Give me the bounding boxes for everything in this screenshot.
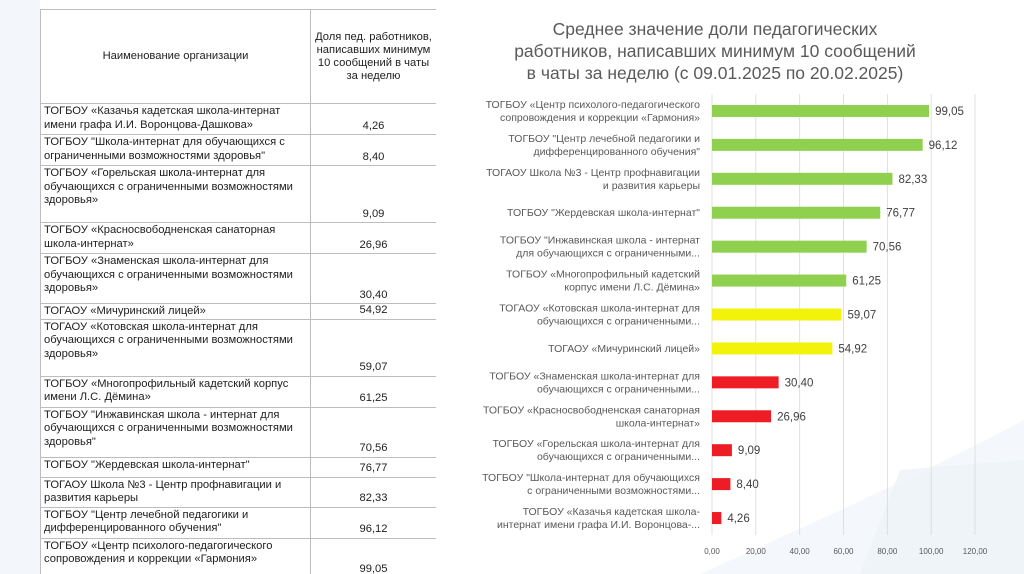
organization-name-cell: ТОГБОУ "Школа-интернат для обучающихся с… (40, 134, 311, 166)
bar (712, 444, 732, 457)
chart-title: Среднее значение доли педагогических раб… (470, 18, 960, 84)
data-label: 76,77 (886, 208, 915, 220)
table-row: ТОГБОУ "Жердевская школа-интернат" 76,77 (40, 456, 436, 478)
x-tick-label: 60,00 (833, 547, 854, 556)
data-label: 4,26 (727, 513, 749, 525)
data-label: 99,05 (935, 106, 964, 118)
category-label: ТОГБОУ «Многопрофильный кадетский корпус … (506, 269, 700, 294)
share-value-cell: 76,77 (310, 456, 436, 478)
data-label: 96,12 (929, 140, 958, 152)
bar (712, 104, 930, 117)
x-tick-label: 40,00 (790, 547, 811, 556)
bar (712, 512, 722, 525)
category-label: ТОГБОУ "Жердевская школа-интернат" (507, 207, 700, 219)
table-row: ТОГБОУ «Знаменская школа-интернат для об… (40, 253, 436, 304)
bar (712, 172, 893, 185)
category-label: ТОГБОУ «Красносвободненская санаторная шк… (483, 404, 700, 429)
chart-title-line: в чаты за неделю (с 09.01.2025 по 20.02.… (526, 63, 904, 83)
share-value-cell: 61,25 (310, 375, 436, 408)
organization-name-cell: ТОГБОУ «Многопрофильный кадетский корпус… (40, 375, 311, 408)
category-label: ТОГАОУ «Мичуринский лицей» (548, 343, 700, 355)
table-row: ТОГБОУ «Многопрофильный кадетский корпус… (40, 375, 436, 408)
chart-title-line: работников, написавших минимум 10 сообще… (514, 41, 916, 61)
organization-name-cell: ТОГАОУ Школа №3 - Центр профнавигации и … (40, 476, 311, 508)
table-row: ТОГБОУ «Центр психолого-педагогического … (40, 537, 436, 574)
bar (712, 206, 881, 219)
organization-name-cell: ТОГБОУ "Центр лечебной педагогики и дифф… (40, 506, 311, 539)
bar (712, 342, 833, 355)
bar (712, 240, 867, 253)
bar (712, 308, 842, 321)
table-row: ТОГБОУ "Школа-интернат для обучающихся с… (40, 134, 436, 166)
category-label: ТОГАОУ Школа №3 - Центр профнавигации и р… (486, 167, 700, 192)
share-value-cell: 26,96 (310, 222, 436, 254)
share-value-cell: 9,09 (310, 165, 436, 223)
organization-name-cell: ТОГБОУ «Знаменская школа-интернат для об… (40, 253, 311, 304)
share-value-cell: 59,07 (310, 318, 436, 377)
chart-title-line: Среднее значение доли педагогических (552, 19, 878, 39)
organization-name-cell: ТОГБОУ «Красносвободненская санаторная ш… (40, 222, 311, 254)
organizations-table: Наименование организации Доля пед. работ… (40, 9, 436, 574)
share-value-cell: 4,26 (310, 103, 436, 135)
category-label: ТОГБОУ «Центр психолого-педагогического с… (486, 99, 701, 124)
organizations-table-container: Наименование организации Доля пед. работ… (40, 9, 436, 574)
x-tick-label: 100,00 (919, 547, 944, 556)
share-value-cell: 54,92 (310, 303, 436, 320)
share-value-cell: 70,56 (310, 406, 436, 458)
header-organization-name: Наименование организации (40, 9, 311, 104)
bar (712, 138, 923, 151)
data-label: 82,33 (898, 174, 927, 186)
share-value-cell: 99,05 (310, 537, 436, 574)
table-row: ТОГАОУ «Котовская школа-интернат для обу… (40, 318, 436, 377)
data-label: 30,40 (785, 377, 814, 389)
category-label: ТОГАОУ «Котовская школа-интернат для обуч… (499, 303, 700, 328)
organization-name-cell: ТОГБОУ «Горельская школа-интернат для об… (40, 165, 311, 223)
share-value-cell: 30,40 (310, 253, 436, 304)
header-share-value: Доля пед. работников, написавших минимум… (310, 9, 436, 104)
data-label: 8,40 (736, 479, 758, 491)
data-label: 26,96 (777, 411, 806, 423)
bar (712, 410, 772, 423)
x-tick-label: 0,00 (704, 547, 720, 556)
x-tick-label: 120,00 (963, 547, 988, 556)
table-row: ТОГБОУ "Центр лечебной педагогики и дифф… (40, 506, 436, 539)
category-label: ТОГБОУ "Инжавинская школа - интернат для … (500, 235, 700, 260)
share-value-cell: 8,40 (310, 134, 436, 166)
category-label: ТОГБОУ «Горельская школа-интернат для обу… (492, 438, 700, 463)
table-header-row: Наименование организации Доля пед. работ… (40, 9, 436, 104)
organization-name-cell: ТОГБОУ "Жердевская школа-интернат" (40, 456, 311, 478)
organization-name-cell: ТОГБОУ «Казачья кадетская школа-интернат… (40, 103, 311, 135)
share-value-cell: 82,33 (310, 476, 436, 508)
data-label: 54,92 (838, 343, 867, 355)
table-row: ТОГБОУ «Горельская школа-интернат для об… (40, 165, 436, 223)
data-label: 61,25 (852, 276, 881, 288)
organization-name-cell: ТОГАОУ «Котовская школа-интернат для обу… (40, 318, 311, 377)
category-label: ТОГБОУ «Знаменская школа-интернат для обу… (489, 370, 700, 395)
table-row: ТОГАОУ Школа №3 - Центр профнавигации и … (40, 476, 436, 508)
category-label: ТОГБОУ «Казачья кадетская школа-интернат… (497, 506, 701, 531)
share-value-cell: 96,12 (310, 506, 436, 539)
table-row: ТОГБОУ «Казачья кадетская школа-интернат… (40, 103, 436, 135)
table-row: ТОГБОУ «Красносвободненская санаторная ш… (40, 222, 436, 254)
x-tick-label: 20,00 (746, 547, 767, 556)
data-label: 9,09 (738, 445, 760, 457)
bar (712, 376, 779, 389)
bar (712, 274, 847, 287)
category-label: ТОГБОУ "Центр лечебной педагогики и диффе… (508, 133, 700, 158)
bar (712, 478, 731, 491)
data-label: 70,56 (873, 242, 902, 254)
data-label: 59,07 (847, 310, 876, 322)
organization-name-cell: ТОГБОУ «Центр психолого-педагогического … (40, 537, 311, 574)
category-label: ТОГБОУ "Школа-интернат для обучающихся с … (482, 472, 700, 497)
x-tick-label: 80,00 (877, 547, 898, 556)
